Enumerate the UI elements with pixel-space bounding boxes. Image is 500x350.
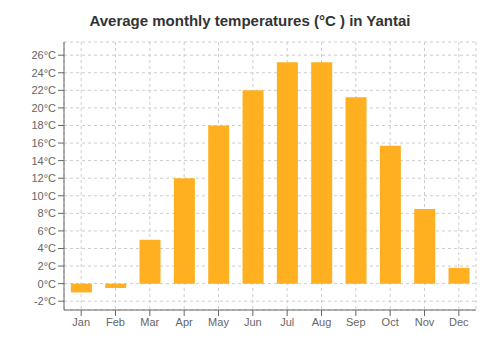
svg-text:Jun: Jun (244, 316, 262, 328)
svg-text:Jul: Jul (280, 316, 294, 328)
svg-text:22°C: 22°C (31, 84, 56, 96)
svg-text:Mar: Mar (140, 316, 159, 328)
svg-text:May: May (208, 316, 229, 328)
svg-text:24°C: 24°C (31, 67, 56, 79)
svg-text:20°C: 20°C (31, 102, 56, 114)
svg-text:18°C: 18°C (31, 119, 56, 131)
svg-text:Nov: Nov (415, 316, 435, 328)
svg-text:10°C: 10°C (31, 190, 56, 202)
svg-text:Jan: Jan (72, 316, 90, 328)
svg-text:8°C: 8°C (38, 207, 57, 219)
svg-text:2°C: 2°C (38, 260, 57, 272)
svg-text:0°C: 0°C (38, 278, 57, 290)
svg-text:Apr: Apr (176, 316, 193, 328)
svg-text:Dec: Dec (449, 316, 469, 328)
svg-text:-2°C: -2°C (34, 295, 56, 307)
svg-text:16°C: 16°C (31, 137, 56, 149)
svg-text:Sep: Sep (346, 316, 366, 328)
svg-text:14°C: 14°C (31, 155, 56, 167)
svg-text:Oct: Oct (382, 316, 399, 328)
svg-text:12°C: 12°C (31, 172, 56, 184)
svg-text:6°C: 6°C (38, 225, 57, 237)
svg-text:4°C: 4°C (38, 242, 57, 254)
svg-text:26°C: 26°C (31, 49, 56, 61)
svg-text:Aug: Aug (312, 316, 332, 328)
svg-text:Feb: Feb (106, 316, 125, 328)
html-text:Average monthly temperatures (: Average monthly temperatures (°C ) in Ya… (89, 12, 411, 29)
